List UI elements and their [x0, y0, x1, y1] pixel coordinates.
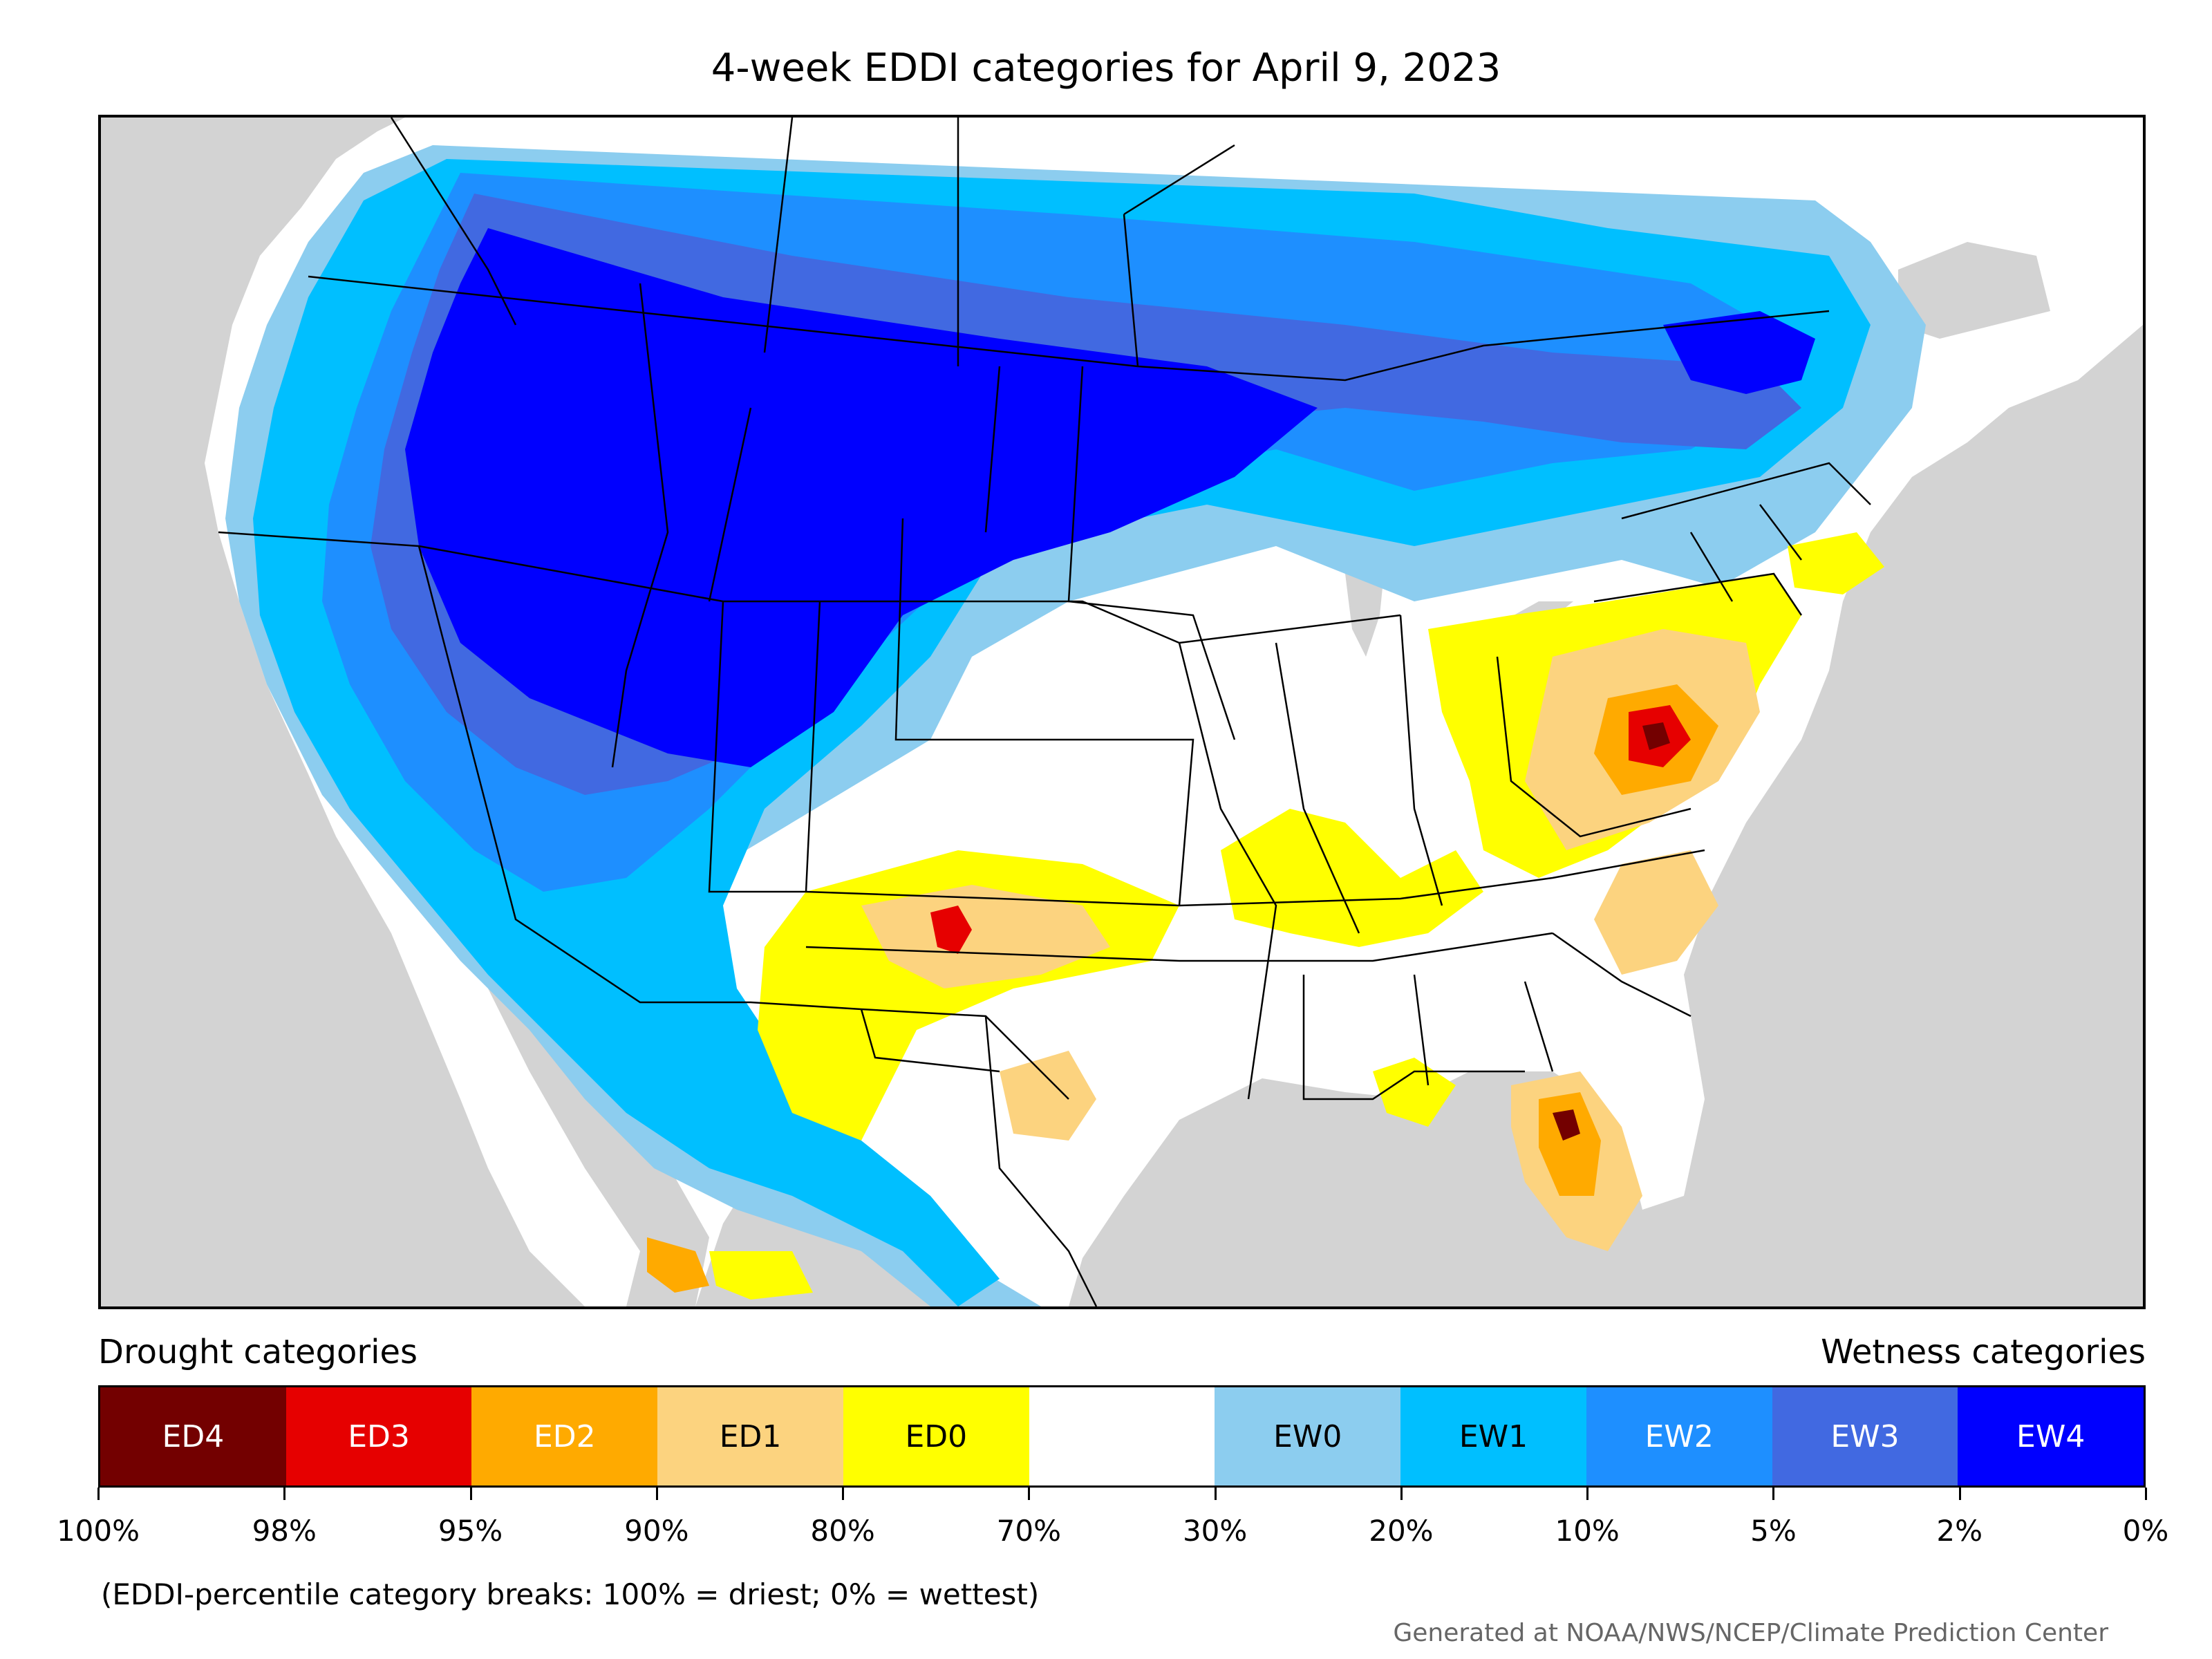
drought-region-ed0-midwest — [1221, 809, 1483, 947]
drought-region-ed1-texas — [1000, 1051, 1096, 1141]
colorbar-segment-ed4: ED4 — [100, 1387, 286, 1485]
map-canvas — [205, 118, 2143, 1306]
colorbar-tick-label: 90% — [624, 1514, 689, 1548]
colorbar-tick — [2145, 1488, 2147, 1500]
map-title: 4-week EDDI categories for April 9, 2023 — [711, 46, 1501, 91]
colorbar-tick — [1772, 1488, 1775, 1500]
colorbar-segment-ed3: ED3 — [285, 1387, 472, 1485]
colorbar-tick-label: 100% — [56, 1514, 140, 1548]
colorbar-tick-label: 5% — [1750, 1514, 1797, 1548]
drought-region-ed4-virginia — [1642, 722, 1670, 750]
colorbar-segment-ew3: EW3 — [1772, 1387, 1958, 1485]
category-colorbar: ED4 ED3 ED2 ED1 ED0 EW0 EW1 EW2 EW3 EW4 — [98, 1385, 2146, 1488]
colorbar-tick-label: 20% — [1369, 1514, 1434, 1548]
credit-line: Generated at NOAA/NWS/NCEP/Climate Predi… — [1393, 1619, 2108, 1647]
drought-region-ed2-florida — [1539, 1092, 1601, 1196]
eddi-map — [98, 115, 2146, 1309]
colorbar-tick-label: 95% — [438, 1514, 503, 1548]
drought-region-ed2-mexico — [647, 1237, 709, 1293]
category-breaks-note: (EDDI-percentile category breaks: 100% =… — [101, 1577, 1040, 1611]
drought-region-ed1-south-plains — [861, 885, 1110, 988]
st-lawrence-gulf — [1898, 242, 2050, 339]
wetness-categories-heading: Wetness categories — [1821, 1333, 2146, 1371]
drought-region-ed0-mexico — [709, 1251, 813, 1300]
colorbar-tick — [1400, 1488, 1403, 1500]
colorbar-tick-label: 80% — [810, 1514, 875, 1548]
colorbar-tick-label: 2% — [1936, 1514, 1983, 1548]
colorbar-segment-neutral — [1029, 1387, 1215, 1485]
colorbar-segment-ed0: ED0 — [843, 1387, 1029, 1485]
colorbar-segment-ew2: EW2 — [1586, 1387, 1772, 1485]
drought-region-ed4-florida — [1553, 1109, 1580, 1141]
drought-categories-heading: Drought categories — [98, 1333, 418, 1371]
political-borders — [218, 118, 1871, 1306]
wet-region-ew4-east — [1663, 311, 1815, 394]
colorbar-tick — [1028, 1488, 1031, 1500]
colorbar-tick-label: 30% — [1182, 1514, 1248, 1548]
colorbar-ticks — [97, 1488, 2147, 1501]
wet-region-ew4 — [405, 228, 1318, 767]
colorbar-tick-label: 98% — [252, 1514, 317, 1548]
colorbar-tick — [655, 1488, 658, 1500]
colorbar-segment-ew4: EW4 — [1958, 1387, 2144, 1485]
drought-region-ed3-kansas — [930, 906, 972, 954]
colorbar-tick — [1214, 1488, 1217, 1500]
colorbar-tick — [283, 1488, 286, 1500]
colorbar-tick — [97, 1488, 100, 1500]
drought-region-ed1-carolinas — [1594, 850, 1718, 975]
colorbar-segment-ed1: ED1 — [657, 1387, 843, 1485]
colorbar-tick — [1586, 1488, 1589, 1500]
colorbar-segment-ew0: EW0 — [1215, 1387, 1401, 1485]
gulf-of-california — [488, 975, 709, 1306]
colorbar-tick — [842, 1488, 845, 1500]
colorbar-tick-label: 0% — [2122, 1514, 2169, 1548]
colorbar-tick-labels: 100% 98% 95% 90% 80% 70% 30% 20% 10% 5% 2% 0% — [57, 1514, 2168, 1555]
colorbar-tick — [469, 1488, 472, 1500]
colorbar-tick-label: 10% — [1555, 1514, 1620, 1548]
colorbar-segment-ew1: EW1 — [1400, 1387, 1586, 1485]
colorbar-segment-ed2: ED2 — [471, 1387, 658, 1485]
colorbar-tick-label: 70% — [996, 1514, 1062, 1548]
drought-region-ed0-new-england — [1788, 532, 1884, 594]
drought-region-ed0-gulf — [1373, 1058, 1456, 1127]
colorbar-tick — [1958, 1488, 1961, 1500]
